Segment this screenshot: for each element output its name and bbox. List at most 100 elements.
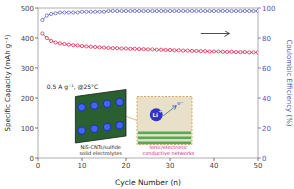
particle-core [117,99,123,105]
y2-tick-label: 40 [262,95,271,103]
caption-line: solid electrolytes [79,150,122,157]
data-point [80,45,83,48]
particle-core [91,126,97,132]
electron-label: e⁻ [177,100,183,106]
x-tick-label: 30 [166,162,175,170]
y-tick-label: 400 [21,35,34,43]
caption-line: conductive networks [143,150,195,156]
data-area [41,9,258,54]
particle [115,121,123,129]
x-axis-label: Cycle Number (n) [115,178,181,187]
electrolyte-layer [138,132,191,135]
y-tick-label: 300 [21,65,34,73]
x-tick [126,158,127,161]
data-point [116,9,119,12]
data-point [76,11,79,14]
data-point [98,10,101,13]
data-point [221,9,224,12]
data-point [243,51,246,54]
data-point [182,9,185,12]
electron-arrow [163,106,176,116]
data-point [230,9,233,12]
data-point [212,9,215,12]
illustration: Li+e⁻ [75,90,192,145]
data-point [85,45,88,48]
data-point [102,46,105,49]
y2-tick [258,128,261,129]
y2-axis-label: Coulombic Efficiency (%) [285,39,293,126]
data-point [195,9,198,12]
data-point [124,9,127,12]
y-tick-label: 200 [21,95,34,103]
particle [78,103,86,111]
data-point [199,9,202,12]
x-tick-label: 40 [210,162,219,170]
data-point [67,43,70,46]
data-point [248,9,251,12]
data-point [133,9,136,12]
particle-core [91,102,97,108]
data-point [142,9,145,12]
particle-core [79,127,85,133]
data-point [45,36,48,39]
y-tick-label: 100 [21,125,34,133]
data-point [120,47,123,50]
data-point [217,9,220,12]
data-point [50,39,53,42]
data-point [41,32,44,35]
data-point [146,9,149,12]
data-point [89,10,92,13]
y2-tick [258,68,261,69]
y-tick [35,98,38,99]
data-point [54,41,57,44]
connector [126,116,137,120]
data-point [226,9,229,12]
y2-tick-label: 60 [262,65,271,73]
data-point [217,50,220,53]
x-tick-label: 0 [36,162,40,170]
particle [90,125,98,133]
li-charge: + [158,108,162,114]
data-point [138,9,141,12]
data-point [80,10,83,13]
data-point [173,9,176,12]
y2-tick-label: 80 [262,35,271,43]
particle-core [117,122,123,128]
data-point [234,9,237,12]
data-point [111,9,114,12]
data-point [186,49,189,52]
y2-tick-label: 100 [262,5,275,13]
data-point [72,11,75,14]
data-point [72,44,75,47]
data-point [204,50,207,53]
x-tick-label: 20 [122,162,131,170]
data-point [120,9,123,12]
data-point [173,49,176,52]
x-tick-label: 50 [254,162,263,170]
li-ion [150,108,163,121]
data-point [248,51,251,54]
data-point [182,49,185,52]
data-point [160,9,163,12]
data-point [239,9,242,12]
data-point [195,49,198,52]
data-point [208,50,211,53]
data-point [98,46,101,49]
data-point [243,9,246,12]
data-point [50,12,53,15]
y2-tick [258,8,261,9]
x-tick [170,158,171,161]
network-box [137,97,192,145]
data-point [58,11,61,14]
data-point [54,12,57,15]
data-point [85,10,88,13]
data-point [129,9,132,12]
y-tick [35,8,38,9]
data-point [107,9,110,12]
data-point [94,45,97,48]
data-point [164,48,167,51]
plot-frame [38,8,258,158]
x-tick-label: 10 [78,162,87,170]
data-point [124,47,127,50]
chart: 010203040500100200300400500020406080100C… [0,0,294,189]
